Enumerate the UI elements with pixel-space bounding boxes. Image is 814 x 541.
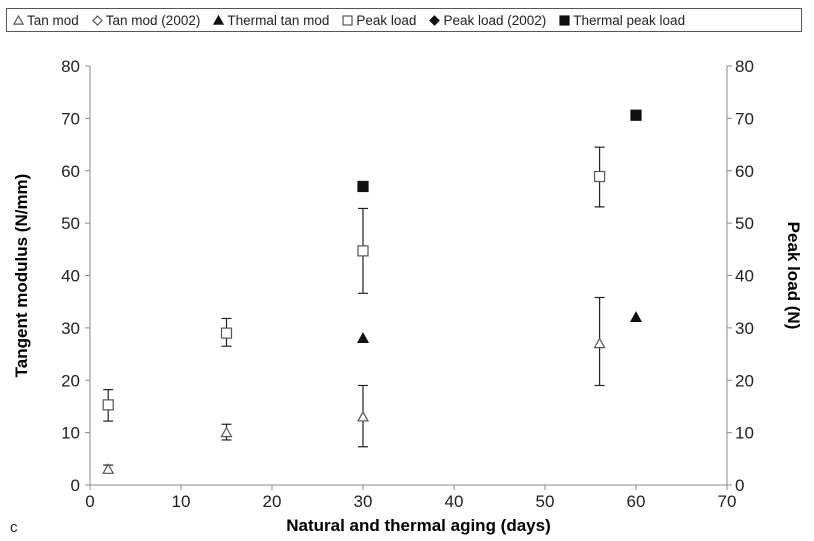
series-peak-load — [102, 146, 606, 422]
y-tick-label: 0 — [71, 476, 80, 495]
y2-tick-label: 50 — [735, 214, 754, 233]
legend-marker-icon — [559, 14, 570, 26]
legend-marker — [13, 14, 24, 25]
data-point — [220, 327, 233, 339]
legend-label: Peak load (2002) — [443, 12, 547, 28]
y-tick-label: 40 — [61, 267, 80, 286]
y-tick-label: 30 — [61, 319, 80, 338]
y-tick-label: 10 — [61, 424, 80, 443]
legend-marker-icon — [13, 14, 24, 25]
y2-axis-title: Peak load (N) — [784, 222, 803, 330]
legend-marker — [342, 14, 353, 26]
y2-tick-label: 10 — [735, 424, 754, 443]
x-tick-label: 60 — [627, 492, 646, 511]
x-tick-label: 0 — [85, 492, 94, 511]
legend-item: Thermal tan mod — [213, 13, 329, 28]
y-tick-label: 70 — [61, 109, 80, 128]
x-axis-title: Natural and thermal aging (days) — [286, 516, 551, 535]
legend-marker — [429, 14, 441, 26]
legend-marker — [213, 14, 225, 25]
legend-marker-icon — [342, 14, 353, 26]
data-point — [356, 332, 370, 343]
legend-item: Peak load (2002) — [429, 13, 546, 28]
legend-item: Peak load — [342, 13, 416, 28]
legend-marker — [91, 14, 103, 26]
y-tick-label: 50 — [61, 214, 80, 233]
y-tick-label: 60 — [61, 162, 80, 181]
series-tan-mod — [102, 296, 606, 474]
x-tick-label: 30 — [354, 492, 373, 511]
data-point — [102, 399, 114, 411]
series-thermal-tan-mod — [356, 311, 643, 343]
legend-item: Tan mod — [13, 13, 79, 28]
data-point — [593, 337, 606, 349]
legend-label: Tan mod — [27, 12, 79, 28]
legend-marker — [559, 14, 570, 26]
x-tick-label: 20 — [263, 492, 282, 511]
legend-marker-icon — [429, 14, 441, 26]
y-tick-label: 20 — [61, 371, 80, 390]
legend-item: Thermal peak load — [559, 13, 685, 28]
x-tick-label: 70 — [718, 492, 737, 511]
data-point — [593, 170, 606, 183]
legend-marker-icon — [213, 14, 225, 25]
data-point — [630, 109, 642, 121]
y-axis-title: Tangent modulus (N/mm) — [12, 174, 31, 378]
chart-legend: Tan mod Tan mod (2002) Thermal tan mod Peak… — [6, 8, 802, 32]
y2-tick-label: 40 — [735, 267, 754, 286]
data-point — [629, 311, 643, 322]
legend-marker-icon — [91, 14, 103, 26]
legend-label: Thermal tan mod — [227, 12, 330, 28]
x-tick-label: 10 — [172, 492, 191, 511]
y2-tick-label: 0 — [735, 476, 744, 495]
legend-label: Tan mod (2002) — [105, 12, 201, 28]
data-point — [356, 410, 370, 422]
legend-label: Thermal peak load — [573, 12, 686, 28]
y-tick-label: 80 — [61, 57, 80, 76]
legend-label: Peak load — [356, 12, 417, 28]
data-point — [102, 463, 115, 474]
data-point — [357, 180, 369, 193]
legend-item: Tan mod (2002) — [91, 12, 201, 28]
y2-tick-label: 20 — [735, 371, 754, 390]
y2-tick-label: 30 — [735, 319, 754, 338]
series-thermal-peak-load — [357, 109, 642, 193]
data-point — [357, 245, 369, 257]
x-tick-label: 40 — [445, 492, 464, 511]
y2-tick-label: 80 — [735, 57, 754, 76]
data-point — [220, 426, 233, 438]
panel-label: c — [10, 519, 18, 536]
y2-tick-label: 70 — [735, 109, 754, 128]
x-tick-label: 50 — [536, 492, 555, 511]
y2-tick-label: 60 — [735, 162, 754, 181]
